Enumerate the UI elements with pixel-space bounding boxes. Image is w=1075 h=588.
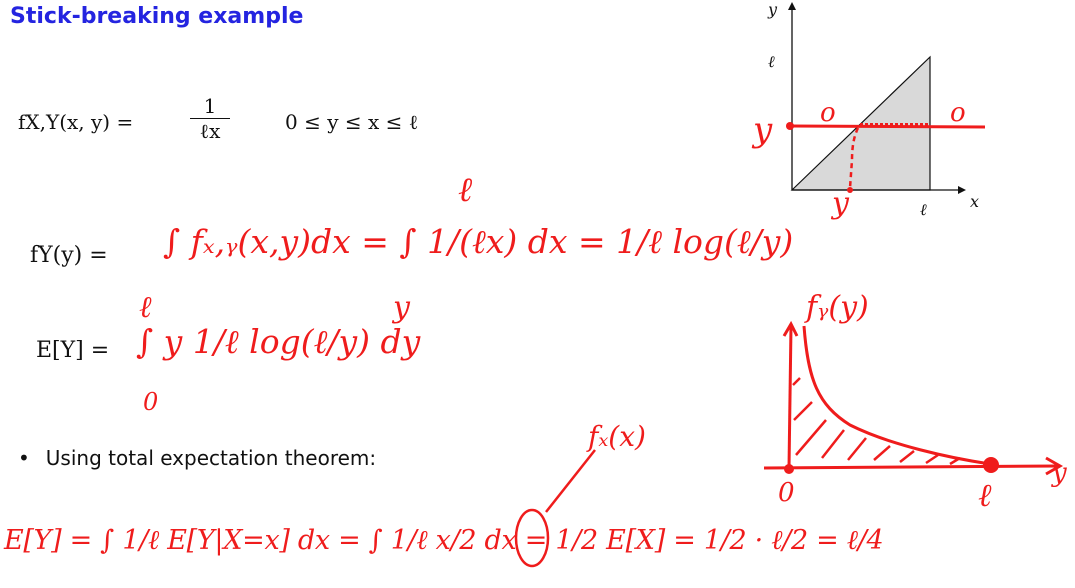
fx-pointer [546,450,595,512]
circled-one-over-ell [516,510,548,566]
